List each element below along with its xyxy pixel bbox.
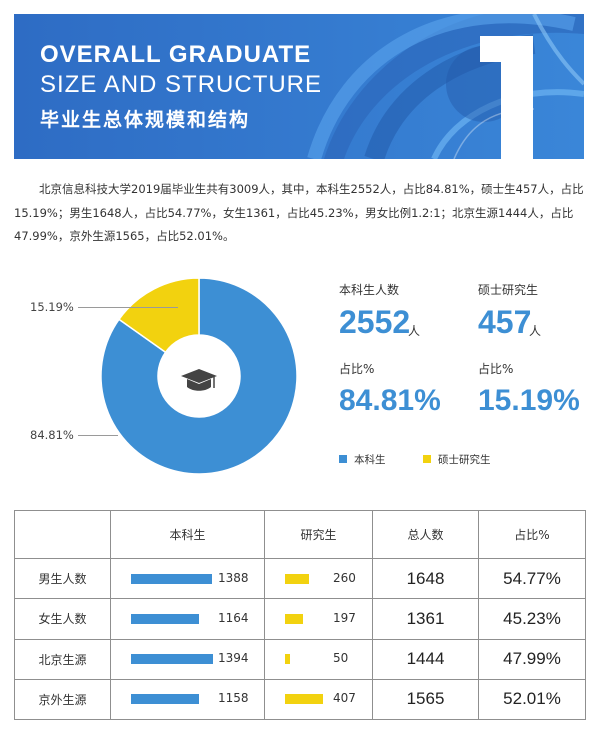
- banner-title-chinese: 毕业生总体规模和结构: [40, 109, 251, 131]
- total-cell: 1361: [372, 598, 479, 640]
- undergrad-bar-cell: 1164: [110, 598, 265, 640]
- master-pct-value: 15.19%: [478, 384, 580, 417]
- table-row: 女生人数 1164 197 1361 45.23%: [14, 598, 586, 640]
- undergrad-bar: [131, 613, 200, 624]
- ratio-cell: 52.01%: [478, 678, 586, 721]
- grad-bar-cell: 50: [264, 638, 373, 680]
- ratio-cell: 47.99%: [478, 638, 586, 680]
- table-header-cell: 占比%: [478, 510, 586, 559]
- grad-bar-cell: 407: [264, 678, 373, 721]
- leader-line-undergrad: [78, 435, 118, 436]
- grad-bar-value: 407: [333, 691, 356, 706]
- header-banner: OVERALL GRADUATE SIZE AND STRUCTURE 毕业生总…: [14, 14, 584, 159]
- grad-bar-value: 50: [333, 651, 349, 666]
- donut-slice-undergrad: [100, 277, 298, 475]
- banner-title-line1: OVERALL GRADUATE: [40, 41, 312, 68]
- grad-bar: [285, 654, 290, 665]
- undergrad-bar: [131, 573, 213, 584]
- undergrad-bar-value: 1394: [218, 651, 249, 666]
- undergrad-count-unit: 人: [408, 324, 421, 338]
- undergrad-bar: [131, 654, 213, 665]
- donut-label-master: 15.19%: [30, 300, 74, 314]
- leader-line-master: [78, 307, 178, 308]
- table-row: 京外生源 1158 407 1565 52.01%: [14, 678, 586, 721]
- table-header-cell: 研究生: [264, 510, 373, 559]
- total-cell: 1648: [372, 557, 479, 600]
- undergrad-bar-value: 1388: [218, 570, 249, 585]
- grad-bar-value: 197: [333, 610, 356, 625]
- undergrad-bar-value: 1158: [218, 691, 249, 706]
- banner-title-block: OVERALL GRADUATE SIZE AND STRUCTURE 毕业生总…: [40, 40, 322, 137]
- master-count-unit: 人: [529, 324, 542, 338]
- grad-bar-cell: 197: [264, 598, 373, 640]
- section-number: [501, 36, 533, 159]
- grad-bar-cell: 260: [264, 557, 373, 600]
- donut-svg: [100, 277, 298, 475]
- row-label: 北京生源: [14, 638, 111, 680]
- master-count-value: 457: [478, 304, 532, 340]
- undergrad-bar-value: 1164: [218, 610, 249, 625]
- table-header-cell: 总人数: [372, 510, 479, 559]
- ratio-cell: 45.23%: [478, 598, 586, 640]
- table-header-row: 本科生 研究生 总人数 占比%: [14, 510, 586, 559]
- donut-label-undergrad: 84.81%: [30, 428, 74, 442]
- legend-label-master: 硕士研究生: [438, 454, 491, 466]
- undergrad-pct-value: 84.81%: [339, 384, 441, 417]
- row-label: 男生人数: [14, 557, 111, 600]
- row-label: 京外生源: [14, 678, 111, 721]
- undergrad-bar-cell: 1388: [110, 557, 265, 600]
- donut-chart: 15.19% 84.81%: [14, 268, 314, 488]
- grad-bar: [285, 694, 323, 705]
- table-row: 北京生源 1394 50 1444 47.99%: [14, 638, 586, 680]
- undergrad-pct-title: 占比%: [339, 362, 375, 376]
- table-body: 男生人数 1388 260 1648 54.77% 女生人数 1164 197 1361 45.2…: [14, 557, 586, 721]
- undergrad-bar: [131, 694, 199, 705]
- undergrad-count-title: 本科生人数: [339, 283, 400, 297]
- legend-swatch-master: [423, 455, 431, 463]
- table-row: 男生人数 1388 260 1648 54.77%: [14, 557, 586, 600]
- legend-swatch-undergrad: [339, 455, 347, 463]
- master-count-title: 硕士研究生: [478, 283, 539, 297]
- banner-title-line2: SIZE AND STRUCTURE: [40, 71, 323, 98]
- breakdown-table: 本科生 研究生 总人数 占比% 男生人数 1388 260 1648 54.77% 女生人数 11…: [14, 510, 586, 721]
- undergrad-bar-cell: 1394: [110, 638, 265, 680]
- grad-bar: [285, 613, 304, 624]
- graduation-cap-icon: [181, 369, 217, 391]
- table-header-cell: [14, 510, 111, 559]
- total-cell: 1565: [372, 678, 479, 721]
- total-cell: 1444: [372, 638, 479, 680]
- intro-paragraph: 北京信息科技大学2019届毕业生共有3009人，其中，本科生2552人，占比84…: [14, 182, 584, 243]
- grad-bar: [285, 573, 310, 584]
- donut-slice-master: [117, 277, 200, 354]
- row-label: 女生人数: [14, 598, 111, 640]
- table-header-cell: 本科生: [110, 510, 265, 559]
- master-pct-title: 占比%: [478, 362, 514, 376]
- legend-label-undergrad: 本科生: [354, 454, 386, 466]
- undergrad-bar-cell: 1158: [110, 678, 265, 721]
- grad-bar-value: 260: [333, 570, 356, 585]
- undergrad-count-value: 2552: [339, 304, 411, 340]
- ratio-cell: 54.77%: [478, 557, 586, 600]
